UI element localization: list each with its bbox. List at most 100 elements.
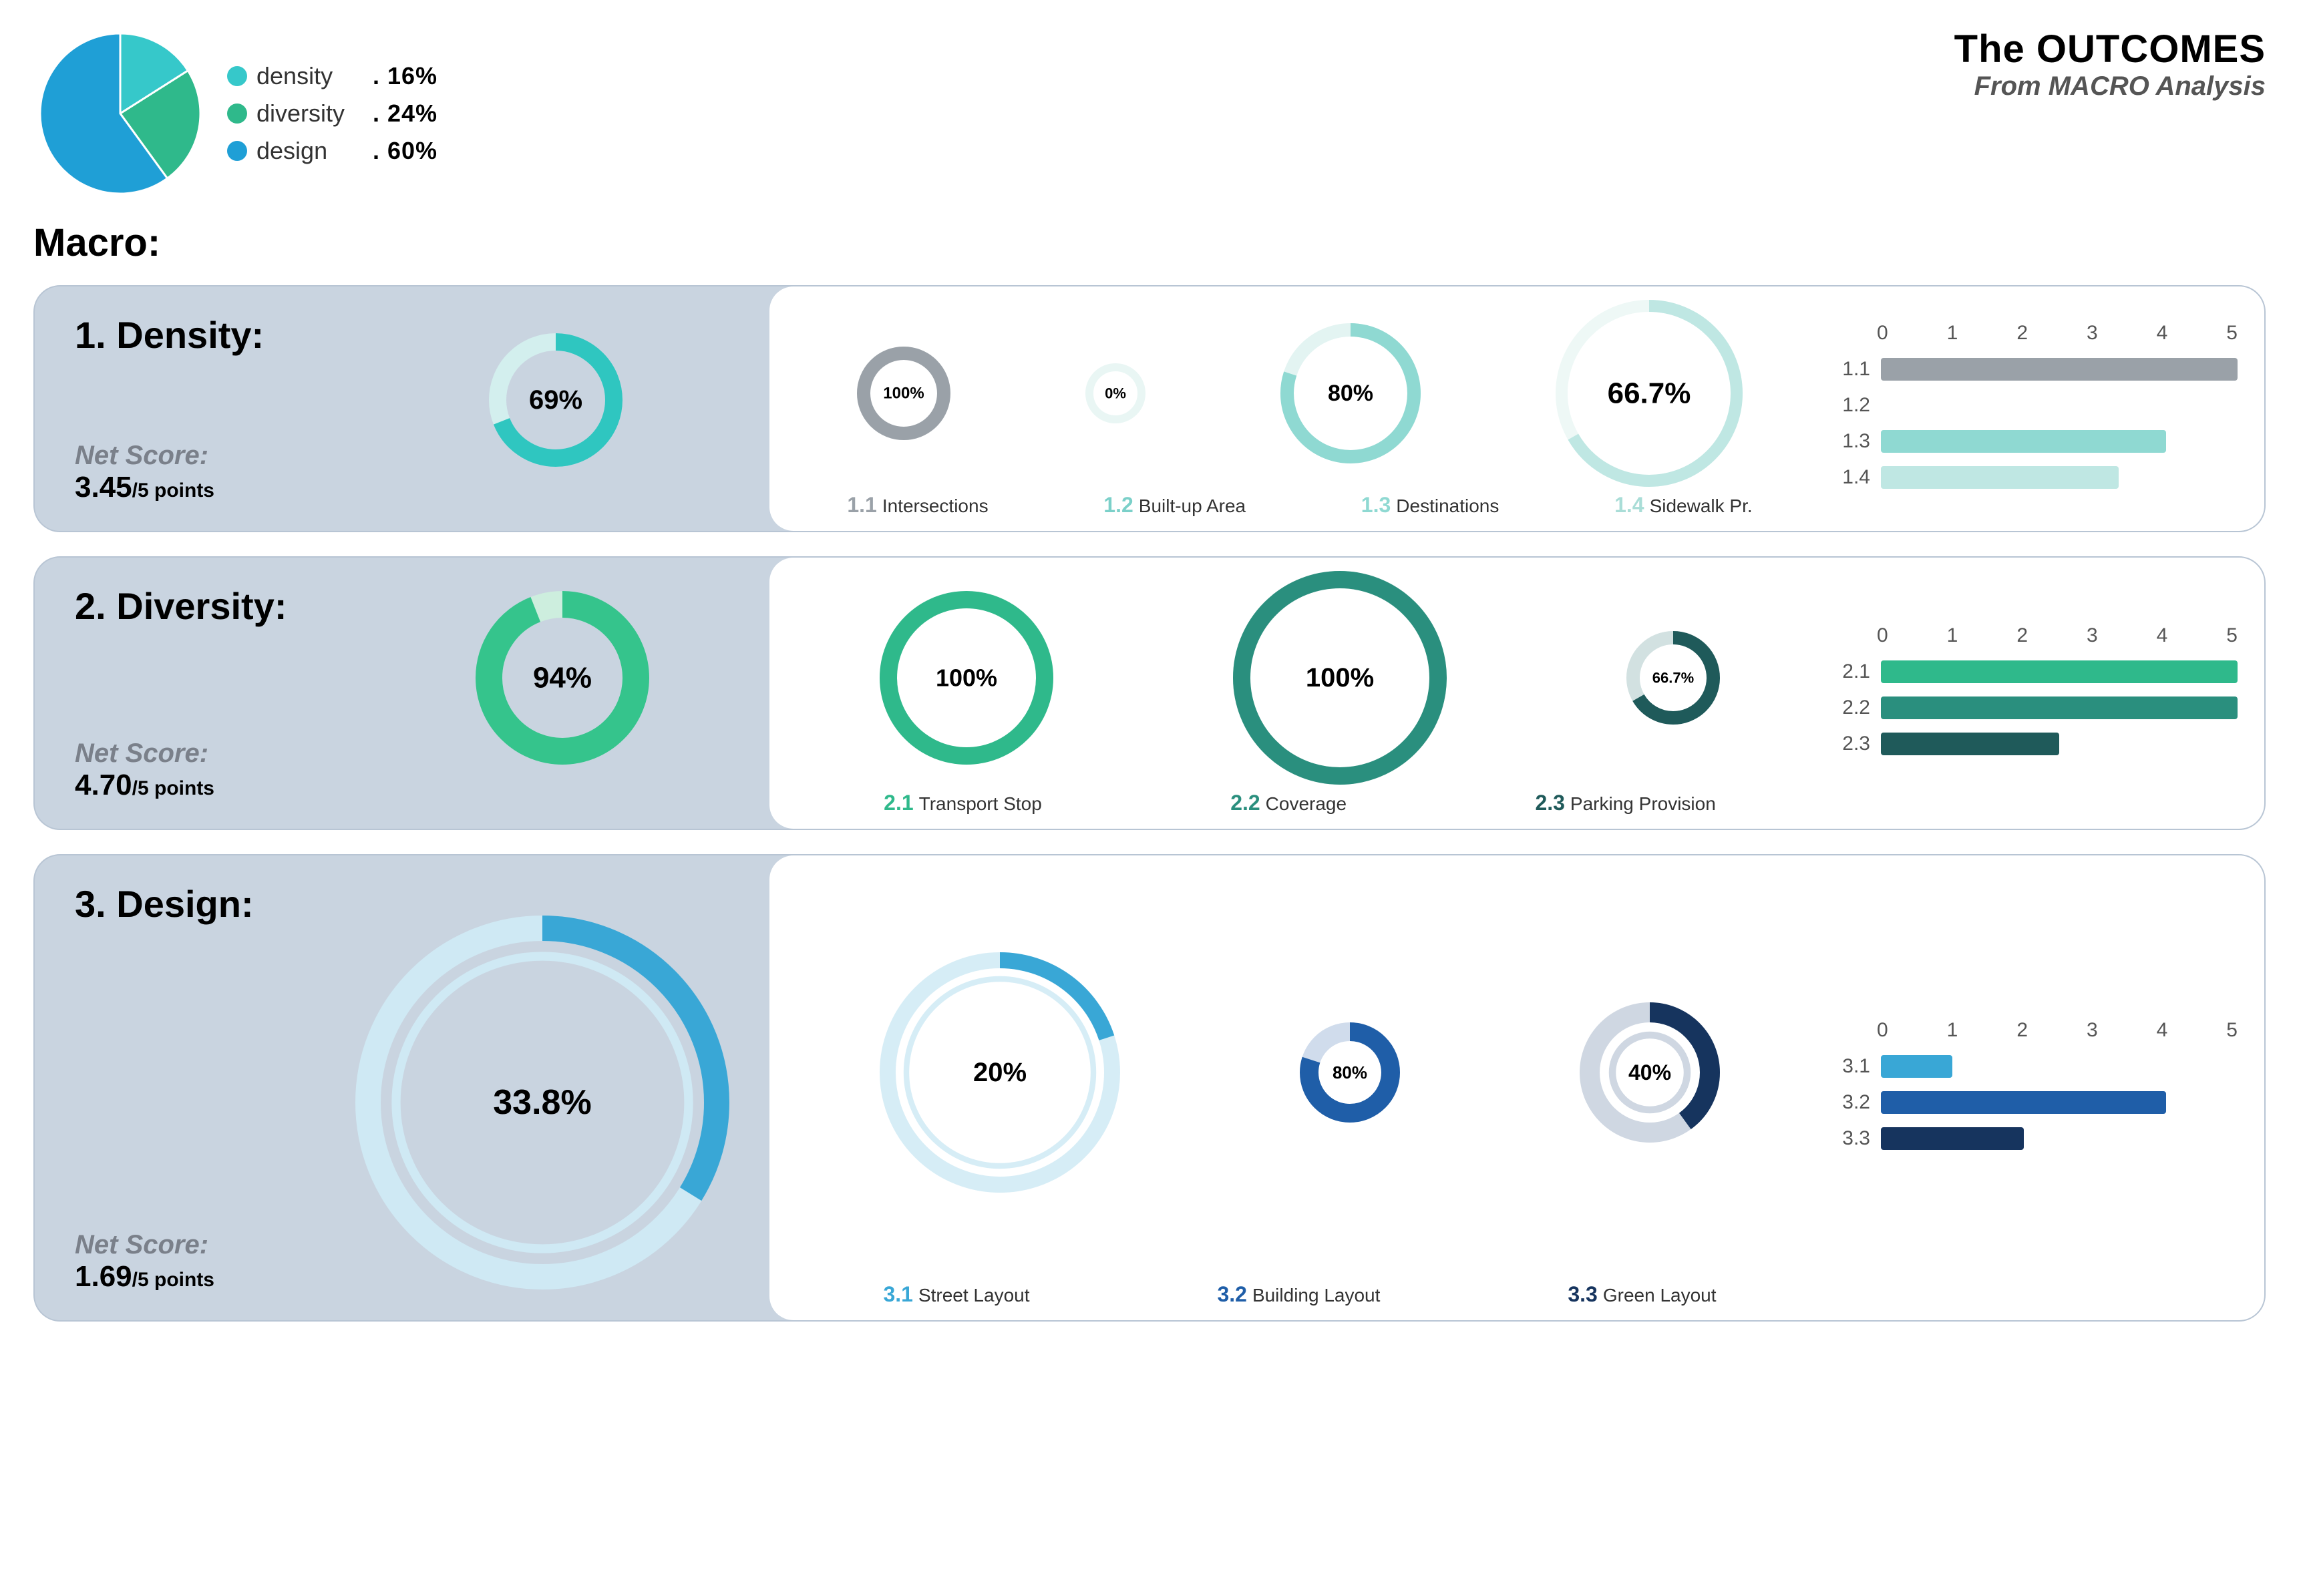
svg-text:69%: 69% <box>529 385 582 415</box>
bar-fill <box>1881 466 2119 489</box>
sub-ring-2.2: 100% <box>1233 571 1447 785</box>
panels-container: 1. Density:Net Score:3.45/5 points69%100… <box>33 285 2266 1322</box>
sub-ring-2.1: 100% <box>880 591 1053 765</box>
bar-row-2.1: 2.1 <box>1830 660 2238 683</box>
ring-chart: 80% <box>1300 1022 1400 1123</box>
sub-label-3.3: 3.3Green Layout <box>1568 1282 1716 1307</box>
legend-pct: . 24% <box>373 99 437 128</box>
panel-right: 100%100%66.7%2.1Transport Stop2.2Coverag… <box>769 558 2264 829</box>
bar-fill <box>1881 358 2238 381</box>
title-main: The OUTCOMES <box>1954 27 2266 71</box>
pie-legend-block: density. 16%diversity. 24%design. 60% <box>33 27 437 200</box>
panel-left: 1. Density: Net Score:3.45/5 points 69% <box>35 286 769 531</box>
axis-tick: 1 <box>1947 322 1958 345</box>
net-score-value: 3.45/5 points <box>75 471 743 504</box>
bar-label: 3.1 <box>1830 1055 1870 1078</box>
bar-row-3.2: 3.2 <box>1830 1091 2238 1114</box>
net-score-label: Net Score: <box>75 441 743 471</box>
bars-axis: 012345 <box>1830 624 2238 647</box>
axis-tick: 4 <box>2157 322 2168 345</box>
svg-text:66.7%: 66.7% <box>1608 377 1691 410</box>
svg-text:100%: 100% <box>1306 663 1374 692</box>
sub-label-3.1: 3.1Street Layout <box>883 1282 1029 1307</box>
axis-tick: 4 <box>2157 624 2168 647</box>
svg-text:80%: 80% <box>1333 1062 1367 1082</box>
svg-text:100%: 100% <box>883 385 924 403</box>
panel-title: 1. Density: <box>75 313 743 357</box>
legend-label: density <box>256 62 363 90</box>
title-block: The OUTCOMES From MACRO Analysis <box>1954 27 2266 102</box>
bar-label: 2.1 <box>1830 660 1870 683</box>
bar-track <box>1881 1091 2238 1114</box>
ring-chart: 80% <box>1280 323 1421 463</box>
pie-chart <box>33 27 207 200</box>
bar-row-3.3: 3.3 <box>1830 1127 2238 1150</box>
bar-track <box>1881 358 2238 381</box>
axis-tick: 5 <box>2226 322 2238 345</box>
axis-tick: 0 <box>1877 322 1888 345</box>
bars-axis: 012345 <box>1830 1019 2238 1042</box>
ring-chart: 100% <box>880 591 1053 765</box>
panel-left: 2. Diversity:Net Score:4.70/5 points94% <box>35 558 769 829</box>
sub-ring-1.3: 80% <box>1280 323 1421 463</box>
axis-tick: 1 <box>1947 1019 1958 1042</box>
legend-dot-icon <box>227 104 247 124</box>
bar-label: 3.3 <box>1830 1127 1870 1150</box>
sub-rings: 100%100%66.7%2.1Transport Stop2.2Coverag… <box>789 571 1810 815</box>
legend-row-density: density . 16% <box>227 62 437 90</box>
svg-text:40%: 40% <box>1628 1060 1671 1084</box>
svg-text:20%: 20% <box>973 1058 1027 1087</box>
legend-dot-icon <box>227 141 247 161</box>
bar-track <box>1881 394 2238 417</box>
ring-chart: 0% <box>1085 363 1145 423</box>
bars-block: 0123451.11.21.31.4 <box>1817 300 2244 518</box>
panel-right: 100% 0% 80% 66.7% 1.1Intersections1.2Built-u… <box>769 286 2264 531</box>
bars-block: 0123452.12.22.3 <box>1817 571 2244 815</box>
bar-row-3.1: 3.1 <box>1830 1055 2238 1078</box>
bar-track <box>1881 660 2238 683</box>
legend-pct: . 16% <box>373 62 437 90</box>
legend-label: diversity <box>256 99 363 128</box>
ring-chart: 66.7% <box>1626 631 1720 725</box>
bar-fill <box>1881 733 2059 755</box>
panel-right: 20% 80% 40% 3.1Street Layout 3.2Building Lay… <box>769 855 2264 1320</box>
axis-tick: 3 <box>2087 322 2098 345</box>
panel-diversity: 2. Diversity:Net Score:4.70/5 points94%1… <box>33 556 2266 830</box>
ring-chart: 33.8% <box>355 916 729 1289</box>
bars-axis: 012345 <box>1830 322 2238 345</box>
bar-track <box>1881 430 2238 453</box>
sub-ring-2.3: 66.7% <box>1626 631 1720 725</box>
legend-row-diversity: diversity . 24% <box>227 99 437 128</box>
ring-chart: 94% <box>476 591 649 765</box>
ring-chart: 100% <box>857 347 950 440</box>
sub-rings: 20% 80% 40% 3.1Street Layout 3.2Building Lay… <box>789 869 1810 1307</box>
sub-ring-1.2: 0% <box>1085 363 1145 423</box>
sub-ring-1.4: 66.7% <box>1556 300 1743 487</box>
bar-label: 2.2 <box>1830 696 1870 719</box>
pie-legend: density. 16%diversity. 24%design. 60% <box>227 62 437 165</box>
net-score-value: 4.70/5 points <box>75 769 743 802</box>
bar-row-1.2: 1.2 <box>1830 394 2238 417</box>
sub-label-row: 1.1Intersections1.2Built-up Area1.3Desti… <box>789 493 1810 518</box>
svg-text:33.8%: 33.8% <box>493 1083 591 1122</box>
sub-label-1.1: 1.1Intersections <box>847 493 988 518</box>
bar-fill <box>1881 430 2166 453</box>
svg-text:94%: 94% <box>533 662 592 694</box>
sub-label-3.2: 3.2Building Layout <box>1217 1282 1380 1307</box>
sub-label-1.4: 1.4Sidewalk Pr. <box>1614 493 1753 518</box>
bar-fill <box>1881 660 2238 683</box>
bar-track <box>1881 733 2238 755</box>
main-ring: 69% <box>489 333 623 470</box>
ring-chart: 66.7% <box>1556 300 1743 487</box>
legend-label: design <box>256 137 363 165</box>
axis-tick: 0 <box>1877 624 1888 647</box>
axis-tick: 3 <box>2087 624 2098 647</box>
bar-row-2.3: 2.3 <box>1830 733 2238 755</box>
bar-track <box>1881 696 2238 719</box>
bar-label: 2.3 <box>1830 733 1870 755</box>
sub-ring-3.1: 20% <box>880 952 1120 1193</box>
main-ring: 94% <box>476 591 649 768</box>
sub-label-2.3: 2.3Parking Provision <box>1535 791 1715 815</box>
ring-chart: 100% <box>1233 571 1447 785</box>
bar-row-1.1: 1.1 <box>1830 358 2238 381</box>
